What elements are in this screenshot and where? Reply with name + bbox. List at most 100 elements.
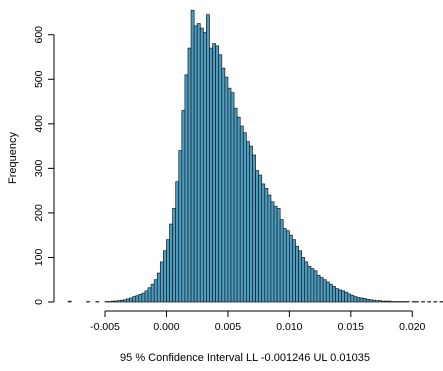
histogram-bar bbox=[239, 125, 244, 303]
histogram-bar bbox=[104, 301, 109, 303]
histogram-bar bbox=[350, 294, 355, 303]
histogram-bar bbox=[356, 297, 361, 303]
histogram-bar bbox=[224, 76, 229, 303]
histogram-bar bbox=[144, 290, 149, 303]
histogram-bar bbox=[387, 300, 392, 303]
histogram-bar bbox=[325, 281, 330, 303]
y-tick-label: 300 bbox=[33, 159, 45, 177]
histogram-bar bbox=[209, 47, 213, 303]
histogram-bar bbox=[328, 283, 333, 303]
histogram-bar bbox=[353, 296, 358, 303]
y-axis: 0 100 200 300 400 500 600 bbox=[33, 26, 55, 305]
histogram-bar bbox=[368, 299, 373, 303]
histogram-bar bbox=[184, 74, 189, 303]
histogram-bar bbox=[298, 250, 303, 303]
histogram-bar bbox=[270, 201, 275, 303]
histogram-bar bbox=[402, 301, 407, 303]
histogram-bar bbox=[166, 239, 170, 303]
histogram-bar bbox=[335, 288, 339, 303]
histogram-bar bbox=[129, 297, 134, 303]
histogram-bar bbox=[156, 272, 161, 303]
histogram-bar bbox=[411, 301, 416, 303]
histogram-bar bbox=[135, 295, 140, 303]
histogram-bar bbox=[175, 181, 180, 303]
x-axis-ticks: -0.005 0.000 0.005 0.010 0.015 0.020 bbox=[90, 311, 426, 333]
histogram-bar bbox=[230, 92, 235, 303]
plot-area bbox=[67, 9, 443, 303]
x-tick-label: 0.000 bbox=[153, 321, 179, 333]
y-tick-label: 500 bbox=[33, 70, 45, 88]
histogram-bar bbox=[322, 279, 327, 303]
histogram-bar bbox=[310, 268, 315, 303]
histogram-bar bbox=[301, 257, 306, 303]
histogram-bar bbox=[421, 301, 425, 303]
histogram-bar bbox=[196, 23, 201, 303]
histogram-bar bbox=[221, 67, 226, 303]
histogram-bar bbox=[233, 107, 238, 303]
y-tick-label: 400 bbox=[33, 115, 45, 133]
histogram-bar bbox=[344, 291, 349, 303]
histogram-bar bbox=[252, 154, 256, 303]
histogram-bar bbox=[107, 301, 112, 303]
histogram-bar bbox=[371, 299, 376, 303]
histogram-bar bbox=[304, 261, 309, 303]
histogram-bar bbox=[67, 300, 72, 303]
histogram-bar bbox=[319, 277, 324, 303]
histogram-bar bbox=[415, 301, 419, 303]
x-axis: -0.005 0.000 0.005 0.010 0.015 0.020 bbox=[90, 310, 426, 333]
histogram-bar bbox=[264, 188, 269, 303]
histogram-bar bbox=[341, 290, 346, 303]
histogram-bar bbox=[147, 287, 152, 303]
histogram-bar bbox=[113, 300, 118, 303]
histogram-bar bbox=[405, 301, 410, 303]
y-tick-label: 100 bbox=[33, 249, 45, 267]
histogram-bar bbox=[295, 245, 299, 303]
histogram-bar bbox=[282, 228, 287, 303]
histogram-bar bbox=[338, 289, 342, 303]
histogram-bar bbox=[292, 239, 296, 303]
histogram-bar bbox=[126, 298, 130, 303]
histogram-bar bbox=[218, 54, 223, 303]
histogram-bar bbox=[273, 205, 278, 303]
y-axis-ticks: 0 100 200 300 400 500 600 bbox=[33, 26, 54, 305]
y-axis-title: Frequency bbox=[7, 132, 19, 184]
histogram-bar bbox=[289, 234, 293, 303]
histogram-bar bbox=[202, 32, 207, 303]
histogram-bar bbox=[190, 9, 195, 303]
x-tick-label: 0.020 bbox=[399, 321, 425, 333]
histogram-bar bbox=[375, 300, 379, 303]
histogram-bar bbox=[132, 296, 137, 303]
histogram-bar bbox=[193, 25, 198, 303]
y-tick-label: 600 bbox=[33, 26, 45, 44]
histogram-bar bbox=[347, 293, 352, 303]
x-axis-title: 95 % Confidence Interval LL -0.001246 UL… bbox=[120, 352, 370, 364]
histogram-bar bbox=[181, 110, 186, 303]
histogram-bar bbox=[249, 145, 253, 303]
histogram-bar bbox=[362, 298, 367, 303]
histogram-bars bbox=[67, 9, 443, 303]
histogram-bar bbox=[159, 261, 164, 303]
y-tick-label: 200 bbox=[33, 204, 45, 222]
histogram-bar bbox=[110, 300, 115, 303]
histogram-bar bbox=[307, 266, 312, 303]
histogram-bar bbox=[227, 87, 232, 303]
histogram-bar bbox=[172, 208, 177, 303]
histogram-bar bbox=[150, 283, 155, 303]
histogram-bar bbox=[396, 301, 401, 303]
histogram-bar bbox=[212, 43, 216, 303]
histogram-bar bbox=[236, 116, 241, 303]
histogram-bar bbox=[123, 299, 127, 303]
histogram-bar bbox=[120, 299, 124, 303]
histogram-bar bbox=[153, 279, 158, 303]
histogram-bar bbox=[276, 208, 281, 303]
histogram-bar bbox=[316, 274, 321, 303]
x-tick-label: 0.015 bbox=[338, 321, 364, 333]
histogram-bar bbox=[359, 297, 364, 303]
histogram-bar bbox=[95, 301, 100, 303]
histogram-bar bbox=[242, 132, 247, 303]
histogram-bar bbox=[215, 45, 220, 303]
histogram-bar bbox=[313, 270, 318, 303]
histogram-bar bbox=[138, 294, 143, 303]
histogram-bar bbox=[332, 286, 336, 303]
histogram-bar bbox=[365, 298, 370, 303]
